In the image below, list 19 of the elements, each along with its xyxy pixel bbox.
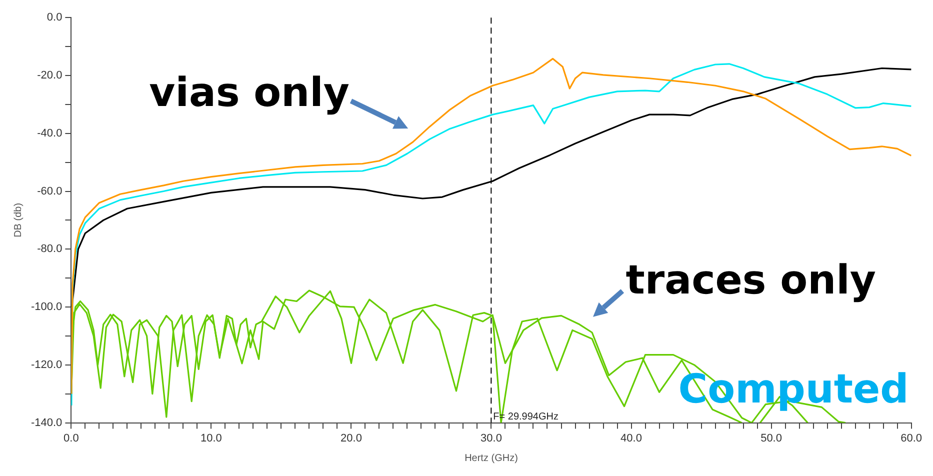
x-tick-label: 50.0 (760, 432, 782, 444)
annotation: traces only (626, 257, 876, 304)
y-tick-label: -20.0 (37, 70, 62, 82)
y-tick-label: -60.0 (37, 185, 62, 198)
annotation: vias only (149, 70, 350, 116)
y-tick-label: -80.0 (37, 243, 62, 256)
x-tick-label: 60.0 (900, 432, 922, 444)
y-tick-label: -100.0 (30, 301, 62, 314)
x-axis-title: Hertz (GHz) (464, 452, 518, 464)
y-tick-label: -140.0 (30, 416, 62, 429)
x-tick-label: 0.0 (64, 432, 79, 444)
x-tick-label: 10.0 (200, 432, 222, 444)
x-tick-label: 20.0 (340, 432, 362, 444)
y-tick-label: 0.0 (46, 12, 62, 24)
y-axis-title: DB (db) (12, 202, 24, 238)
y-tick-label: -40.0 (37, 127, 62, 140)
x-tick-label: 30.0 (480, 432, 502, 444)
y-tick-label: -120.0 (30, 358, 62, 371)
x-tick-label: 40.0 (620, 432, 642, 444)
